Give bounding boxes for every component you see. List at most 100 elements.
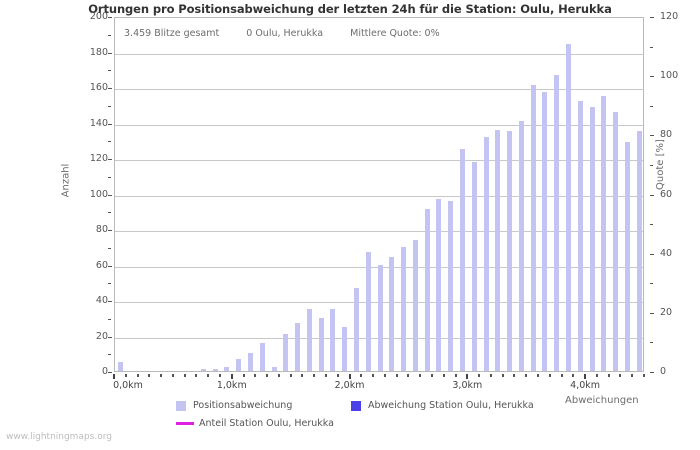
y-axis-left-tick-label: 100: [89, 188, 108, 200]
gridline: [115, 160, 643, 161]
x-axis-minor-tick: [548, 374, 551, 377]
x-axis-tick-label: 0,0km: [113, 380, 143, 391]
x-axis-minor-tick: [513, 374, 516, 377]
bar-series-positionsabweichung: [115, 18, 643, 371]
bar: [459, 149, 465, 371]
x-axis-minor-tick: [207, 374, 210, 377]
y-axis-right-tick-label: 60: [660, 188, 673, 200]
y-axis-right-tick: [650, 194, 654, 196]
bar: [365, 252, 371, 371]
x-axis-minor-tick: [148, 374, 151, 377]
x-axis-minor-tick: [266, 374, 269, 377]
x-axis-tick-label: 3,0km: [452, 380, 483, 391]
x-axis-minor-tick: [407, 374, 410, 377]
x-axis-minor-tick: [301, 374, 304, 377]
y-axis-left-tick-label: 0: [101, 366, 108, 377]
bar: [353, 287, 359, 371]
x-axis-tick-label: 1,0km: [216, 380, 247, 391]
bar: [518, 120, 524, 371]
y-axis-right-tick: [650, 372, 654, 373]
gridline: [115, 89, 643, 90]
y-axis-left-tick-label: 40: [95, 295, 108, 306]
bar: [436, 198, 442, 371]
y-axis-left-tick-label: 80: [95, 224, 108, 235]
y-axis-left: Anzahl 200 180 160 140 120 100 80 60 40 20 0: [60, 0, 112, 450]
y-axis-right-minor-tick: [650, 342, 653, 344]
legend-label-anteil-station: Anteil Station Oulu, Herukka: [199, 418, 334, 429]
y-axis-left-tick: [108, 88, 112, 89]
y-axis-left-tick: [108, 372, 112, 373]
bar: [448, 200, 454, 371]
y-axis-right-tick-label: 120: [660, 11, 679, 22]
bar: [306, 308, 312, 371]
bar: [542, 92, 548, 371]
x-axis-minor-tick: [454, 374, 457, 377]
x-axis-minor-tick: [289, 374, 292, 377]
bar: [401, 246, 407, 371]
x-axis-minor-tick: [242, 374, 245, 377]
legend-item-anteil-station[interactable]: Anteil Station Oulu, Herukka: [176, 418, 334, 429]
y-axis-right-tick-label: 0: [660, 366, 667, 377]
annotation-station-count: 0 Oulu, Herukka: [246, 28, 324, 39]
x-axis-minor-tick: [419, 374, 422, 377]
x-axis-minor-tick: [360, 374, 363, 377]
annotation-mean-rate: Mittlere Quote: 0%: [350, 28, 440, 39]
y-axis-right-tick-label: 80: [660, 129, 673, 141]
chart-title: Ortungen pro Positionsabweichung der let…: [88, 2, 612, 16]
y-axis-left-tick-label: 120: [89, 153, 108, 164]
y-axis-left-tick: [108, 230, 112, 231]
y-axis-left-tick-label: 20: [95, 330, 108, 342]
y-axis-left-minor-tick: [108, 70, 111, 72]
legend-item-positionsabweichung[interactable]: Positionsabweichung: [176, 400, 292, 411]
y-axis-left-minor-tick: [108, 105, 111, 107]
bar: [636, 131, 642, 371]
bar: [577, 101, 583, 371]
y-axis-right-minor-tick: [650, 46, 653, 48]
y-axis-left-tick-label: 200: [89, 11, 108, 22]
y-axis-left-minor-tick: [108, 141, 111, 143]
y-axis-left-minor-tick: [108, 176, 111, 178]
y-axis-left-minor-tick: [108, 212, 111, 214]
x-axis-major-tick: [113, 374, 115, 379]
y-axis-right-minor-tick: [650, 224, 653, 226]
gridline: [115, 53, 643, 55]
legend-swatch-positionsabweichung: [176, 400, 186, 411]
plot-area: [114, 17, 644, 372]
legend-swatch-abweichung-station: [351, 400, 361, 411]
x-axis-minor-tick: [643, 374, 645, 377]
x-axis-minor-tick: [254, 374, 257, 377]
annotation-total: 3.459 Blitze gesamt: [124, 28, 220, 39]
y-axis-right-tick: [650, 253, 654, 255]
legend-item-abweichung-station[interactable]: Abweichung Station Oulu, Herukka: [351, 400, 534, 411]
x-axis-title: Abweichungen: [565, 395, 639, 406]
bar: [295, 323, 301, 371]
bar: [554, 74, 560, 371]
x-axis-minor-tick: [478, 374, 481, 377]
x-axis-tick-label: 4,0km: [570, 380, 601, 391]
x-axis-minor-tick: [501, 374, 504, 377]
x-axis-minor-tick: [313, 374, 316, 377]
bar: [389, 257, 395, 371]
bar: [507, 131, 513, 371]
bar: [613, 111, 619, 371]
bar: [330, 308, 336, 371]
x-axis-minor-tick: [171, 374, 174, 377]
y-axis-left-tick: [108, 194, 112, 196]
chart-annotations: 3.459 Blitze gesamt 0 Oulu, Herukka Mitt…: [124, 28, 464, 39]
bar: [342, 326, 348, 371]
y-axis-left-tick: [108, 159, 112, 160]
y-axis-left-tick: [108, 336, 112, 338]
legend-label-abweichung-station: Abweichung Station Oulu, Herukka: [368, 400, 534, 411]
y-axis-left-minor-tick: [108, 247, 111, 249]
x-axis-minor-tick: [336, 374, 339, 377]
y-axis-right-tick: [650, 76, 654, 78]
bar: [624, 142, 630, 371]
bar: [236, 358, 242, 371]
watermark: www.lightningmaps.org: [6, 432, 112, 442]
legend-label-positionsabweichung: Positionsabweichung: [193, 400, 293, 411]
y-axis-right: 120 100 80 60 40 20 0: [650, 0, 690, 450]
x-axis-minor-tick: [431, 374, 433, 377]
y-axis-left-tick: [108, 52, 112, 54]
x-axis-minor-tick: [489, 374, 492, 377]
